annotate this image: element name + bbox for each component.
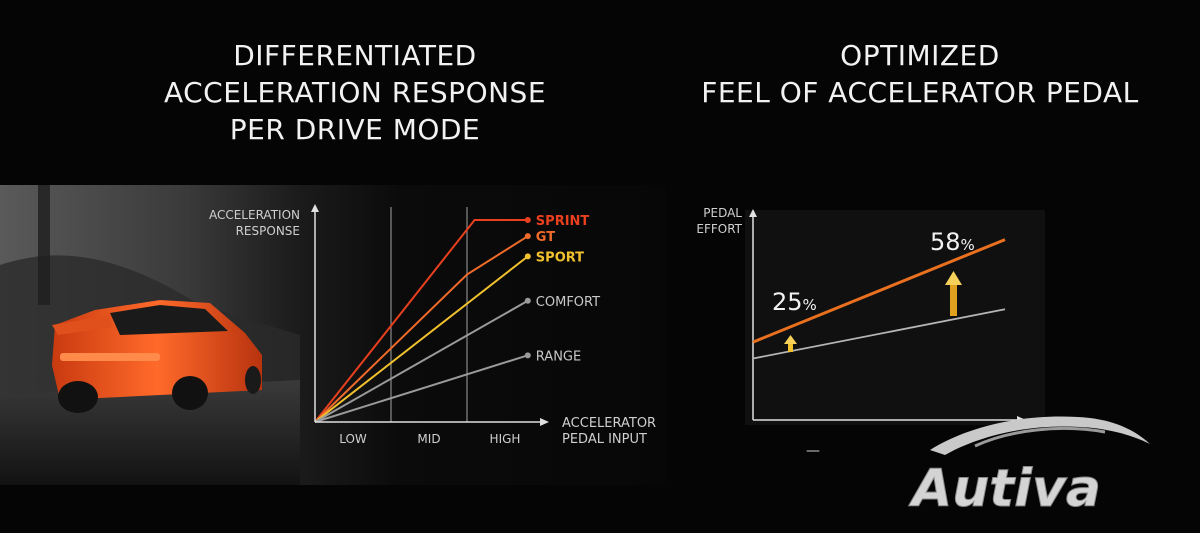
logo-car-swoosh (930, 416, 1150, 455)
left-chart-title: DIFFERENTIATED ACCELERATION RESPONSE PER… (163, 39, 547, 146)
series-line-range (314, 354, 529, 423)
series-line-gt (314, 235, 529, 423)
series-label-range: RANGE (536, 349, 581, 364)
series-end-point-sprint (524, 217, 531, 223)
x-axis-arrow (540, 418, 549, 426)
series-label-sport: SPORT (536, 250, 584, 265)
logo-wordmark: Autiva (908, 459, 1101, 519)
pedal-y-label-line1: PEDAL (703, 206, 742, 220)
x-axis-label-line1: ACCELERATOR (562, 416, 656, 431)
x-tick-high: HIGH (490, 432, 521, 446)
annotation-58-unit: % (961, 236, 975, 254)
series-label-sprint: SPRINT (536, 214, 590, 229)
pedal-y-axis-arrow (749, 209, 757, 217)
series-line-sprint (314, 219, 528, 423)
annotation-58: 58% (930, 228, 975, 256)
y-axis-label-line1: ACCELERATION (209, 208, 300, 222)
annotation-58-value: 58 (930, 228, 961, 256)
series-label-comfort: COMFORT (536, 295, 600, 310)
increase-arrow-small-icon (784, 335, 797, 352)
x-tick-mid: MID (417, 432, 440, 446)
left-chart-panel: SPRINT GT SPORT COMFORT RANGE ACCELERATION R… (0, 185, 665, 485)
pedal-effort-chart: PEDAL EFFORT — 25% 58% (696, 206, 1026, 459)
y-axis-arrow (311, 204, 319, 212)
car-illustration (52, 300, 262, 413)
pedal-x-tick: — (806, 443, 820, 459)
right-chart-title: OPTIMIZED FEEL OF ACCELERATOR PEDAL (701, 39, 1139, 109)
increase-arrow-large-icon (945, 271, 962, 316)
y-axis-label-line2: RESPONSE (236, 224, 300, 238)
pedal-series-line-1 (752, 238, 1006, 344)
series-line-comfort (314, 299, 529, 423)
x-tick-low: LOW (339, 432, 367, 446)
annotation-25-value: 25 (772, 288, 803, 316)
x-axis-label-line2: PEDAL INPUT (562, 432, 647, 447)
logo-roof-line (974, 427, 1106, 448)
pedal-y-label-line2: EFFORT (696, 222, 742, 236)
annotation-25: 25% (772, 288, 817, 316)
series-end-point-gt (524, 233, 531, 240)
pedal-series-line-2 (752, 308, 1006, 360)
pole-shape (38, 185, 50, 305)
right-chart-panel (745, 210, 1045, 425)
series-end-point-comfort (524, 297, 531, 304)
annotation-25-unit: % (803, 296, 817, 314)
series-end-point-sport (524, 253, 531, 260)
series-end-point-range (524, 352, 531, 359)
car-scene (0, 185, 300, 485)
series-line-sport (314, 255, 529, 423)
autiva-logo: Autiva (908, 416, 1150, 520)
series-label-gt: GT (536, 230, 555, 245)
